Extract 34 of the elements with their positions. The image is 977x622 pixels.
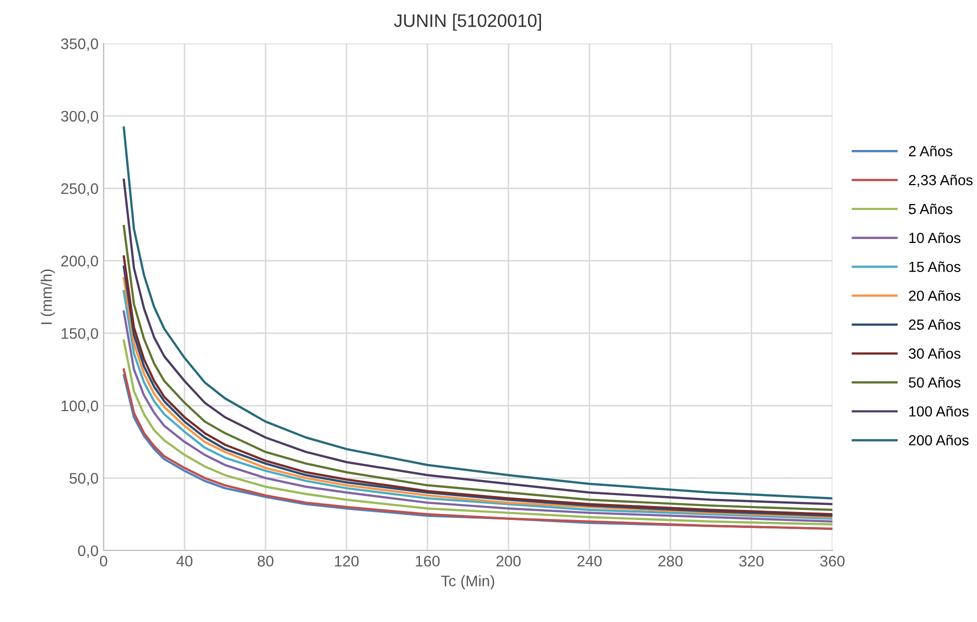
x-tick-label: 200	[496, 556, 521, 567]
y-tick-label: 200,0	[61, 256, 98, 268]
y-tick-label: 0,0	[78, 545, 98, 558]
x-axis-title: Tc (Min)	[441, 575, 494, 590]
legend-label: 50 Años	[908, 377, 960, 388]
y-axis-title: I (mm/h)	[40, 270, 55, 324]
legend-label: 100 Años	[909, 406, 969, 417]
line-series	[122, 178, 832, 506]
x-tick-label: 360	[820, 556, 845, 567]
legend-label: 30 Años	[908, 348, 960, 359]
legend-label: 10 Años	[909, 232, 960, 244]
y-tick-label: 250,0	[61, 183, 98, 196]
legend-label: 200 Años	[908, 434, 969, 446]
legend-label: 2,33 Años	[908, 174, 973, 188]
x-tick-label: 0	[100, 556, 108, 567]
line-series	[122, 126, 832, 500]
y-tick-label: 100,0	[62, 400, 98, 414]
y-tick-label: 350,0	[61, 38, 98, 52]
legend-label: 15 Años	[909, 261, 960, 272]
x-tick-label: 280	[658, 556, 683, 567]
legend-label: 20 Años	[908, 290, 960, 301]
legend-label: 5 Años	[908, 204, 952, 214]
x-tick-label: 160	[416, 556, 440, 567]
x-tick-label: 320	[739, 556, 764, 567]
x-tick-label: 40	[176, 556, 192, 567]
legend-label: 25 Años	[908, 319, 960, 330]
chart-title: JUNIN [51020010]	[394, 14, 541, 31]
y-tick-label: 50,0	[70, 472, 98, 486]
legend-label: 2 Años	[908, 146, 952, 156]
x-tick-label: 240	[577, 556, 602, 567]
y-tick-label: 150,0	[62, 328, 98, 341]
y-tick-label: 300,0	[61, 110, 98, 124]
x-tick-label: 120	[334, 556, 359, 567]
x-tick-label: 80	[258, 556, 274, 567]
